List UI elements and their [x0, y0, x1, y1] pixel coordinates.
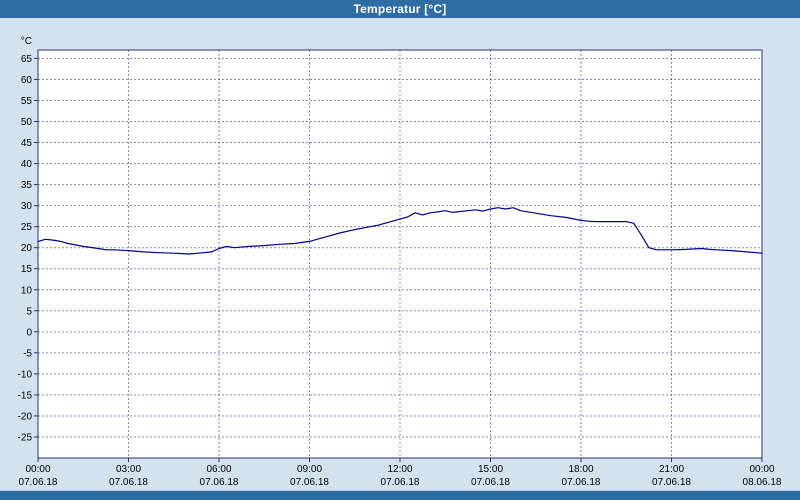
temperature-chart: 65605550454035302520151050-5-10-15-20-25…	[18, 36, 782, 488]
x-tick-time-label: 06:00	[206, 464, 231, 475]
y-tick-label: 55	[21, 96, 33, 107]
x-tick-time-label: 09:00	[297, 464, 322, 475]
x-tick-date-label: 07.06.18	[290, 477, 329, 488]
y-tick-label: -20	[18, 411, 33, 422]
chart-area: 65 60 55 50 45 40 35 30 25 20 15 10 5 0 -5 -10 -15 -20 -25…	[0, 18, 800, 490]
x-tick-time-label: 00:00	[25, 464, 50, 475]
x-tick-date-label: 07.06.18	[381, 477, 420, 488]
window-titlebar: Temperatur [°C]	[0, 0, 800, 18]
temperature-series-line	[37, 207, 763, 255]
y-tick-label: 40	[21, 159, 33, 170]
x-tick-time-label: 18:00	[568, 464, 593, 475]
window-title: Temperatur [°C]	[353, 2, 447, 16]
horizontal-scrollbar[interactable]	[0, 490, 800, 500]
x-tick-date-label: 07.06.18	[471, 477, 510, 488]
x-tick-time-label: 12:00	[387, 464, 412, 475]
y-tick-label: 45	[21, 138, 33, 149]
y-tick-label: 60	[21, 75, 33, 86]
y-tick-label: 5	[26, 306, 32, 317]
y-tick-label: 35	[21, 180, 33, 191]
x-tick-date-label: 07.06.18	[109, 477, 148, 488]
x-tick-time-label: 21:00	[659, 464, 684, 475]
y-tick-label: 30	[21, 201, 33, 212]
y-tick-label: 25	[21, 222, 33, 233]
x-tick-date-label: 08.06.18	[743, 477, 782, 488]
y-tick-label: -15	[18, 390, 33, 401]
y-tick-label: -25	[18, 432, 33, 443]
y-tick-label: -10	[18, 369, 33, 380]
y-tick-label: 65	[21, 54, 33, 65]
y-tick-label: 50	[21, 117, 33, 128]
y-tick-label: 10	[21, 285, 33, 296]
plot-border	[37, 49, 763, 459]
x-tick-date-label: 07.06.18	[652, 477, 691, 488]
y-tick-label: -5	[23, 348, 32, 359]
y-tick-label: 15	[21, 264, 33, 275]
y-tick-label: 0	[26, 327, 32, 338]
x-tick-date-label: 07.06.18	[19, 477, 58, 488]
y-axis-unit-label: °C	[21, 36, 32, 47]
x-tick-date-label: 07.06.18	[562, 477, 601, 488]
x-tick-time-label: 03:00	[116, 464, 141, 475]
x-tick-time-label: 00:00	[749, 464, 774, 475]
y-tick-label: 20	[21, 243, 33, 254]
x-tick-date-label: 07.06.18	[200, 477, 239, 488]
x-tick-time-label: 15:00	[478, 464, 503, 475]
